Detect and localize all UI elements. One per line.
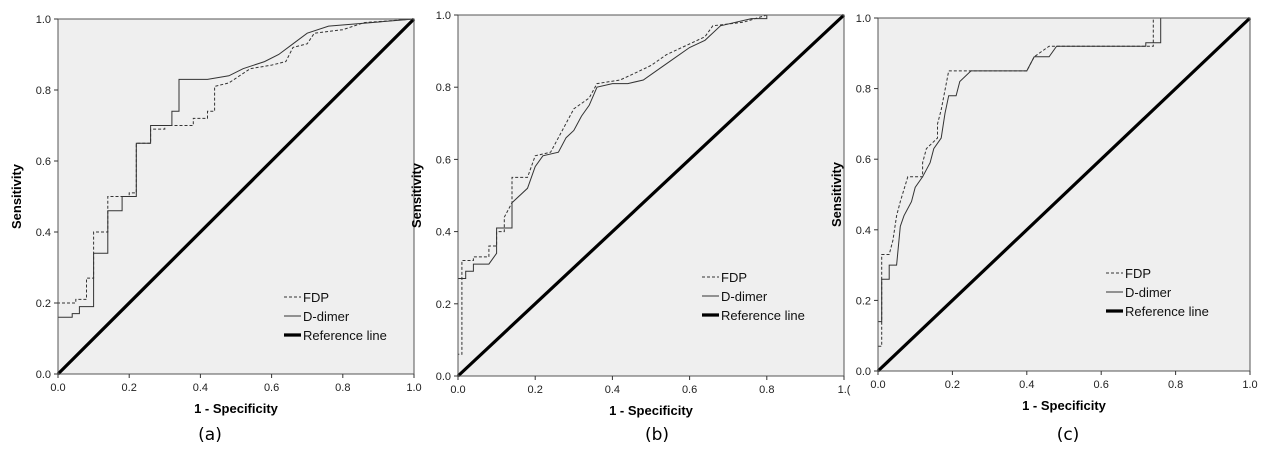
d-dimer-series-line: [57, 18, 415, 374]
reference-line-series-line: [56, 17, 416, 376]
y-tick-label: 0.4: [856, 225, 871, 237]
x-tick-label: 0.0: [450, 384, 465, 396]
x-tick-label: 0.6: [264, 382, 279, 394]
panel-caption: (c): [1056, 425, 1080, 445]
legend-label: D-dimer: [721, 289, 768, 304]
x-tick-label: 0.0: [50, 382, 65, 394]
legend-label: D-dimer: [1125, 285, 1172, 300]
legend-label: FDP: [303, 290, 329, 305]
x-tick-label: 0.2: [945, 379, 960, 391]
y-tick-label: 1.0: [36, 14, 51, 26]
panel-caption: (b): [644, 425, 670, 445]
x-tick-label: 0.8: [335, 382, 350, 394]
reference-line-series-line: [456, 13, 846, 378]
y-tick-label: 1.0: [856, 13, 871, 25]
x-tick-label: 0.6: [682, 384, 697, 396]
legend-label: Reference line: [303, 328, 387, 343]
y-tick-label: 0.8: [856, 84, 871, 96]
y-tick-label: 0.4: [436, 227, 451, 239]
y-axis-title: Sensitivity: [9, 163, 24, 229]
roc-chart-b: 0.0 0.2 0.4 0.6 0.8 1.( 0.0 0.2 0.4 0.6 0.8 1.0 1 - …: [409, 10, 851, 418]
y-tick-label: 0.6: [36, 156, 51, 168]
x-tick-label: 1.(: [838, 384, 851, 396]
fdp-series-line: [877, 17, 1161, 371]
x-tick-label: 0.4: [605, 384, 620, 396]
chart-panel-c: 0.0 0.2 0.4 0.6 0.8 1.0 0.0 0.2 0.4 0.6 0.8 1.0 1 - …: [829, 0, 1265, 457]
y-tick-label: 0.0: [36, 369, 51, 381]
roc-chart-a: 0.0 0.2 0.4 0.6 0.8 1.0 0.0 0.2 0.4 0.6 0.8 1.0 1 - …: [9, 14, 422, 416]
reference-line-series-line: [876, 16, 1252, 373]
x-tick-label: 0.8: [1168, 379, 1183, 391]
d-dimer-series-line: [457, 14, 844, 376]
plot-frame: [877, 17, 1251, 372]
panel-caption: (a): [198, 425, 222, 445]
y-tick-label: 0.6: [856, 154, 871, 166]
y-tick-label: 0.4: [36, 227, 51, 239]
x-tick-label: 1.0: [406, 382, 421, 394]
x-axis-title: 1 - Specificity: [194, 401, 279, 416]
x-tick-label: 0.0: [870, 379, 885, 391]
y-tick-label: 0.8: [36, 85, 51, 97]
fdp-series-line: [57, 18, 415, 374]
chart-panel-a: 0.0 0.2 0.4 0.6 0.8 1.0 0.0 0.2 0.4 0.6 0.8 1.0 1 - …: [0, 0, 422, 457]
y-tick-label: 0.8: [436, 82, 451, 94]
legend-label: Reference line: [721, 308, 805, 323]
legend-label: FDP: [721, 270, 747, 285]
x-tick-label: 0.2: [122, 382, 137, 394]
y-tick-label: 0.0: [436, 371, 451, 383]
legend-label: D-dimer: [303, 309, 350, 324]
y-tick-label: 0.0: [856, 366, 871, 378]
x-tick-label: 0.6: [1094, 379, 1109, 391]
x-tick-label: 0.4: [193, 382, 208, 394]
y-tick-label: 0.2: [856, 295, 871, 307]
x-axis-title: 1 - Specificity: [609, 403, 694, 418]
x-tick-label: 0.8: [759, 384, 774, 396]
legend-label: FDP: [1125, 266, 1151, 281]
fdp-series-line: [457, 14, 844, 376]
y-tick-label: 0.6: [436, 154, 451, 166]
y-tick-label: 1.0: [436, 10, 451, 22]
x-tick-label: 0.4: [1019, 379, 1034, 391]
x-tick-label: 1.0: [1242, 379, 1257, 391]
chart-panel-b: 0.0 0.2 0.4 0.6 0.8 1.( 0.0 0.2 0.4 0.6 0.8 1.0 1 - …: [409, 0, 851, 457]
plot-frame: [457, 14, 845, 377]
y-axis-title: Sensitivity: [409, 162, 424, 228]
d-dimer-series-line: [877, 17, 1250, 371]
plot-frame: [57, 18, 415, 375]
y-tick-label: 0.2: [436, 299, 451, 311]
y-tick-label: 0.2: [36, 298, 51, 310]
legend-label: Reference line: [1125, 304, 1209, 319]
x-tick-label: 0.2: [528, 384, 543, 396]
roc-chart-c: 0.0 0.2 0.4 0.6 0.8 1.0 0.0 0.2 0.4 0.6 0.8 1.0 1 - …: [829, 13, 1258, 413]
x-axis-title: 1 - Specificity: [1022, 398, 1107, 413]
y-axis-title: Sensitivity: [829, 161, 844, 227]
